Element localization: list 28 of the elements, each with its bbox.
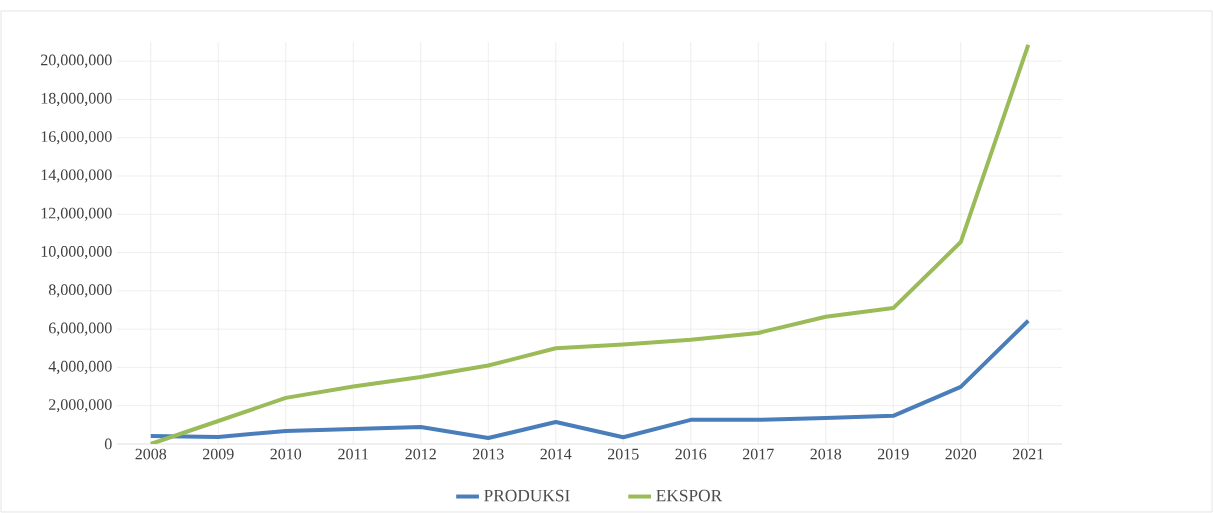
x-tick-label: 2019 xyxy=(877,448,909,460)
y-tick-label: 4,000,000 xyxy=(48,360,112,374)
y-tick-label: 0 xyxy=(104,438,112,450)
x-tick-label: 2016 xyxy=(675,448,707,460)
legend-label: PRODUKSI xyxy=(484,489,570,502)
y-tick-label: 18,000,000 xyxy=(41,92,112,106)
y-tick-label: 14,000,000 xyxy=(41,169,112,183)
x-tick-label: 2020 xyxy=(945,448,977,460)
x-tick-label: 2018 xyxy=(810,448,842,460)
x-tick-label: 2012 xyxy=(405,448,436,460)
y-tick-label: 10,000,000 xyxy=(41,246,112,260)
x-tick-label: 2009 xyxy=(202,448,234,460)
x-tick-label: 2010 xyxy=(270,448,302,460)
y-tick-label: 2,000,000 xyxy=(49,399,112,413)
x-tick-label: 2014 xyxy=(540,448,572,460)
x-tick-label: 2013 xyxy=(472,448,504,460)
y-tick-label: 8,000,000 xyxy=(48,284,112,298)
x-tick-label: 2008 xyxy=(135,448,167,460)
line-series xyxy=(148,318,1031,441)
y-tick-label: 16,000,000 xyxy=(41,131,112,145)
x-tick-label: 2021 xyxy=(1012,448,1044,460)
x-tick-label: 2015 xyxy=(607,448,639,460)
x-tick-label: 2011 xyxy=(338,448,369,460)
y-tick-label: 12,000,000 xyxy=(41,207,112,221)
y-tick-label: 20,000,000 xyxy=(41,54,112,68)
y-tick-label: 6,000,000 xyxy=(48,322,112,336)
x-tick-label: 2017 xyxy=(742,448,774,460)
legend-label: EKSPOR xyxy=(656,489,723,502)
